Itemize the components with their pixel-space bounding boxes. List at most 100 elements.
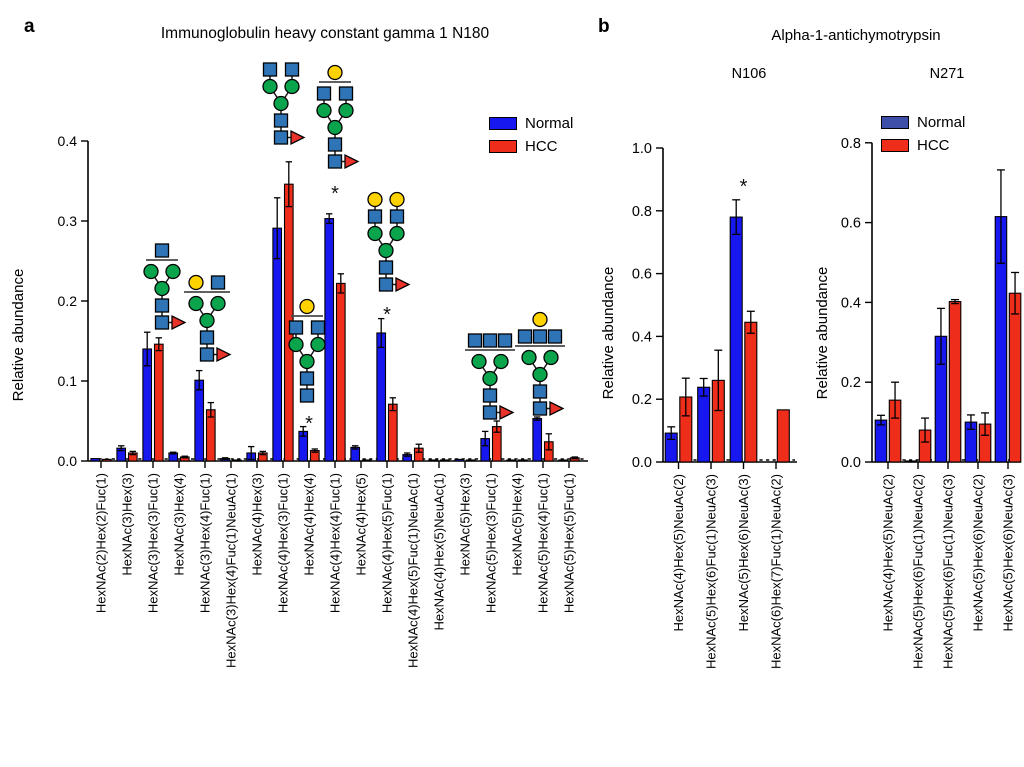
hcc-label: HCC <box>917 137 950 154</box>
glcnac-square-icon <box>378 277 394 292</box>
category-label: HexNAc(5)Hex(6)NeuAc(3) <box>1001 474 1016 631</box>
bar-normal-17 <box>532 418 543 462</box>
man-circle-icon <box>273 95 289 112</box>
category-label: HexNAc(4)Hex(5)NeuAc(2) <box>671 474 686 631</box>
hcc-label: HCC <box>525 138 558 155</box>
hcc-swatch <box>489 140 517 153</box>
category-label: HexNAc(3)Hex(4) <box>172 473 187 576</box>
glcnac-square-icon <box>467 333 483 348</box>
man-circle-icon <box>521 349 537 366</box>
bar-hcc-9 <box>335 282 346 462</box>
glcnac-square-icon <box>497 333 513 348</box>
bar-normal-0 <box>874 419 888 463</box>
glcnac-square-icon <box>532 401 548 416</box>
bar-hcc-11 <box>387 403 398 462</box>
glcnac-square-icon <box>378 260 394 275</box>
fuc-triangle-icon <box>290 129 306 146</box>
bar-hcc-5 <box>231 459 242 462</box>
glcnac-square-icon <box>310 320 326 335</box>
man-circle-icon <box>543 349 559 366</box>
gal-circle-icon <box>299 298 315 315</box>
category-label: HexNAc(4)Hex(4) <box>302 473 317 576</box>
glcnac-square-icon <box>389 209 405 224</box>
category-label: HexNAc(4)Hex(3)Fuc(1) <box>276 473 291 613</box>
category-label: HexNAc(5)Hex(6)NeuAc(2) <box>971 474 986 631</box>
glcnac-square-icon <box>338 86 354 101</box>
glcnac-square-icon <box>327 154 343 169</box>
man-circle-icon <box>471 353 487 370</box>
category-label: HexNAc(5)Hex(5)Fuc(1) <box>562 473 577 613</box>
fuc-triangle-icon <box>395 276 411 293</box>
glcnac-square-icon <box>210 275 226 290</box>
normal-label: Normal <box>917 114 966 131</box>
gal-circle-icon <box>389 191 405 208</box>
n271-y-axis-label: Relative abundance <box>814 266 831 400</box>
legend-row-hcc: HCC <box>881 134 965 157</box>
legend-row-normal: Normal <box>881 111 965 134</box>
y-tick-label: 0.8 <box>841 136 861 152</box>
man-circle-icon <box>389 225 405 242</box>
man-circle-icon <box>316 102 332 119</box>
category-label: HexNAc(5)Hex(4) <box>510 473 525 576</box>
glycan-hexnac3-hex4-fuc1-icon <box>184 274 232 363</box>
category-label: HexNAc(4)Hex(3) <box>250 473 265 576</box>
glcnac-square-icon <box>327 137 343 152</box>
bar-normal-14 <box>454 458 465 462</box>
bar-normal-16 <box>506 459 517 462</box>
category-label: HexNAc(3)Hex(3)Fuc(1) <box>146 473 161 613</box>
category-label: HexNAc(4)Hex(5)NeuAc(2) <box>881 474 896 631</box>
man-circle-icon <box>262 78 278 95</box>
panel-b-letter: b <box>598 16 610 37</box>
chart-igg1-n180: 0.0 0.1 0.2 0.3 0.4 HexNAc(2)Hex(2)Fuc(1) HexN… <box>58 133 588 668</box>
gal-circle-icon <box>532 311 548 328</box>
glcnac-square-icon <box>154 243 170 258</box>
panel-b-title: Alpha-1-antichymotrypsin <box>771 27 941 44</box>
y-tick-label: 0.0 <box>841 455 861 471</box>
significance-asterisk: * <box>305 413 313 435</box>
glcnac-square-icon <box>199 330 215 345</box>
gal-circle-icon <box>188 274 204 291</box>
man-circle-icon <box>288 336 304 353</box>
category-label: HexNAc(3)Hex(3) <box>120 473 135 576</box>
man-circle-icon <box>532 366 548 383</box>
bar-normal-1 <box>697 386 711 463</box>
fuc-triangle-icon <box>216 346 232 363</box>
man-circle-icon <box>310 336 326 353</box>
glcnac-square-icon <box>262 62 278 77</box>
legend-row-normal: Normal <box>489 112 573 135</box>
glcnac-square-icon <box>316 86 332 101</box>
category-label: HexNAc(5)Hex(6)Fuc(1)NeuAc(3) <box>704 474 719 669</box>
y-tick-label: 0.8 <box>632 204 652 220</box>
significance-asterisk: * <box>740 176 748 198</box>
glcnac-square-icon <box>154 315 170 330</box>
y-tick-label: 0.2 <box>58 293 78 309</box>
n106-y-axis-label: Relative abundance <box>600 266 617 400</box>
legend-row-hcc: HCC <box>489 135 573 158</box>
man-circle-icon <box>338 102 354 119</box>
man-circle-icon <box>327 119 343 136</box>
category-label: HexNAc(5)Hex(6)NeuAc(3) <box>736 474 751 631</box>
glcnac-square-icon <box>284 62 300 77</box>
glcnac-square-icon <box>299 371 315 386</box>
bar-normal-11 <box>376 332 387 462</box>
category-label: HexNAc(4)Hex(4)Fuc(1) <box>328 473 343 613</box>
man-circle-icon <box>188 295 204 312</box>
gal-circle-icon <box>367 191 383 208</box>
glcnac-square-icon <box>367 209 383 224</box>
glcnac-square-icon <box>517 329 533 344</box>
panel-b-legend: Normal HCC <box>881 111 965 157</box>
category-label: HexNAc(6)Hex(7)Fuc(1)NeuAc(2) <box>769 474 784 669</box>
man-circle-icon <box>199 312 215 329</box>
man-circle-icon <box>210 295 226 312</box>
y-tick-label: 0.3 <box>58 213 78 229</box>
significance-asterisk: * <box>383 304 391 326</box>
man-circle-icon <box>154 280 170 297</box>
y-tick-label: 0.0 <box>58 453 78 469</box>
glcnac-square-icon <box>482 405 498 420</box>
category-label: HexNAc(5)Hex(6)Fuc(1)NeuAc(2) <box>911 474 926 669</box>
category-label: HexNAc(4)Hex(5)Fuc(1)NeuAc(1) <box>406 473 421 668</box>
bar-hcc-10 <box>361 459 372 462</box>
glcnac-square-icon <box>154 298 170 313</box>
y-tick-label: 0.4 <box>58 133 78 149</box>
